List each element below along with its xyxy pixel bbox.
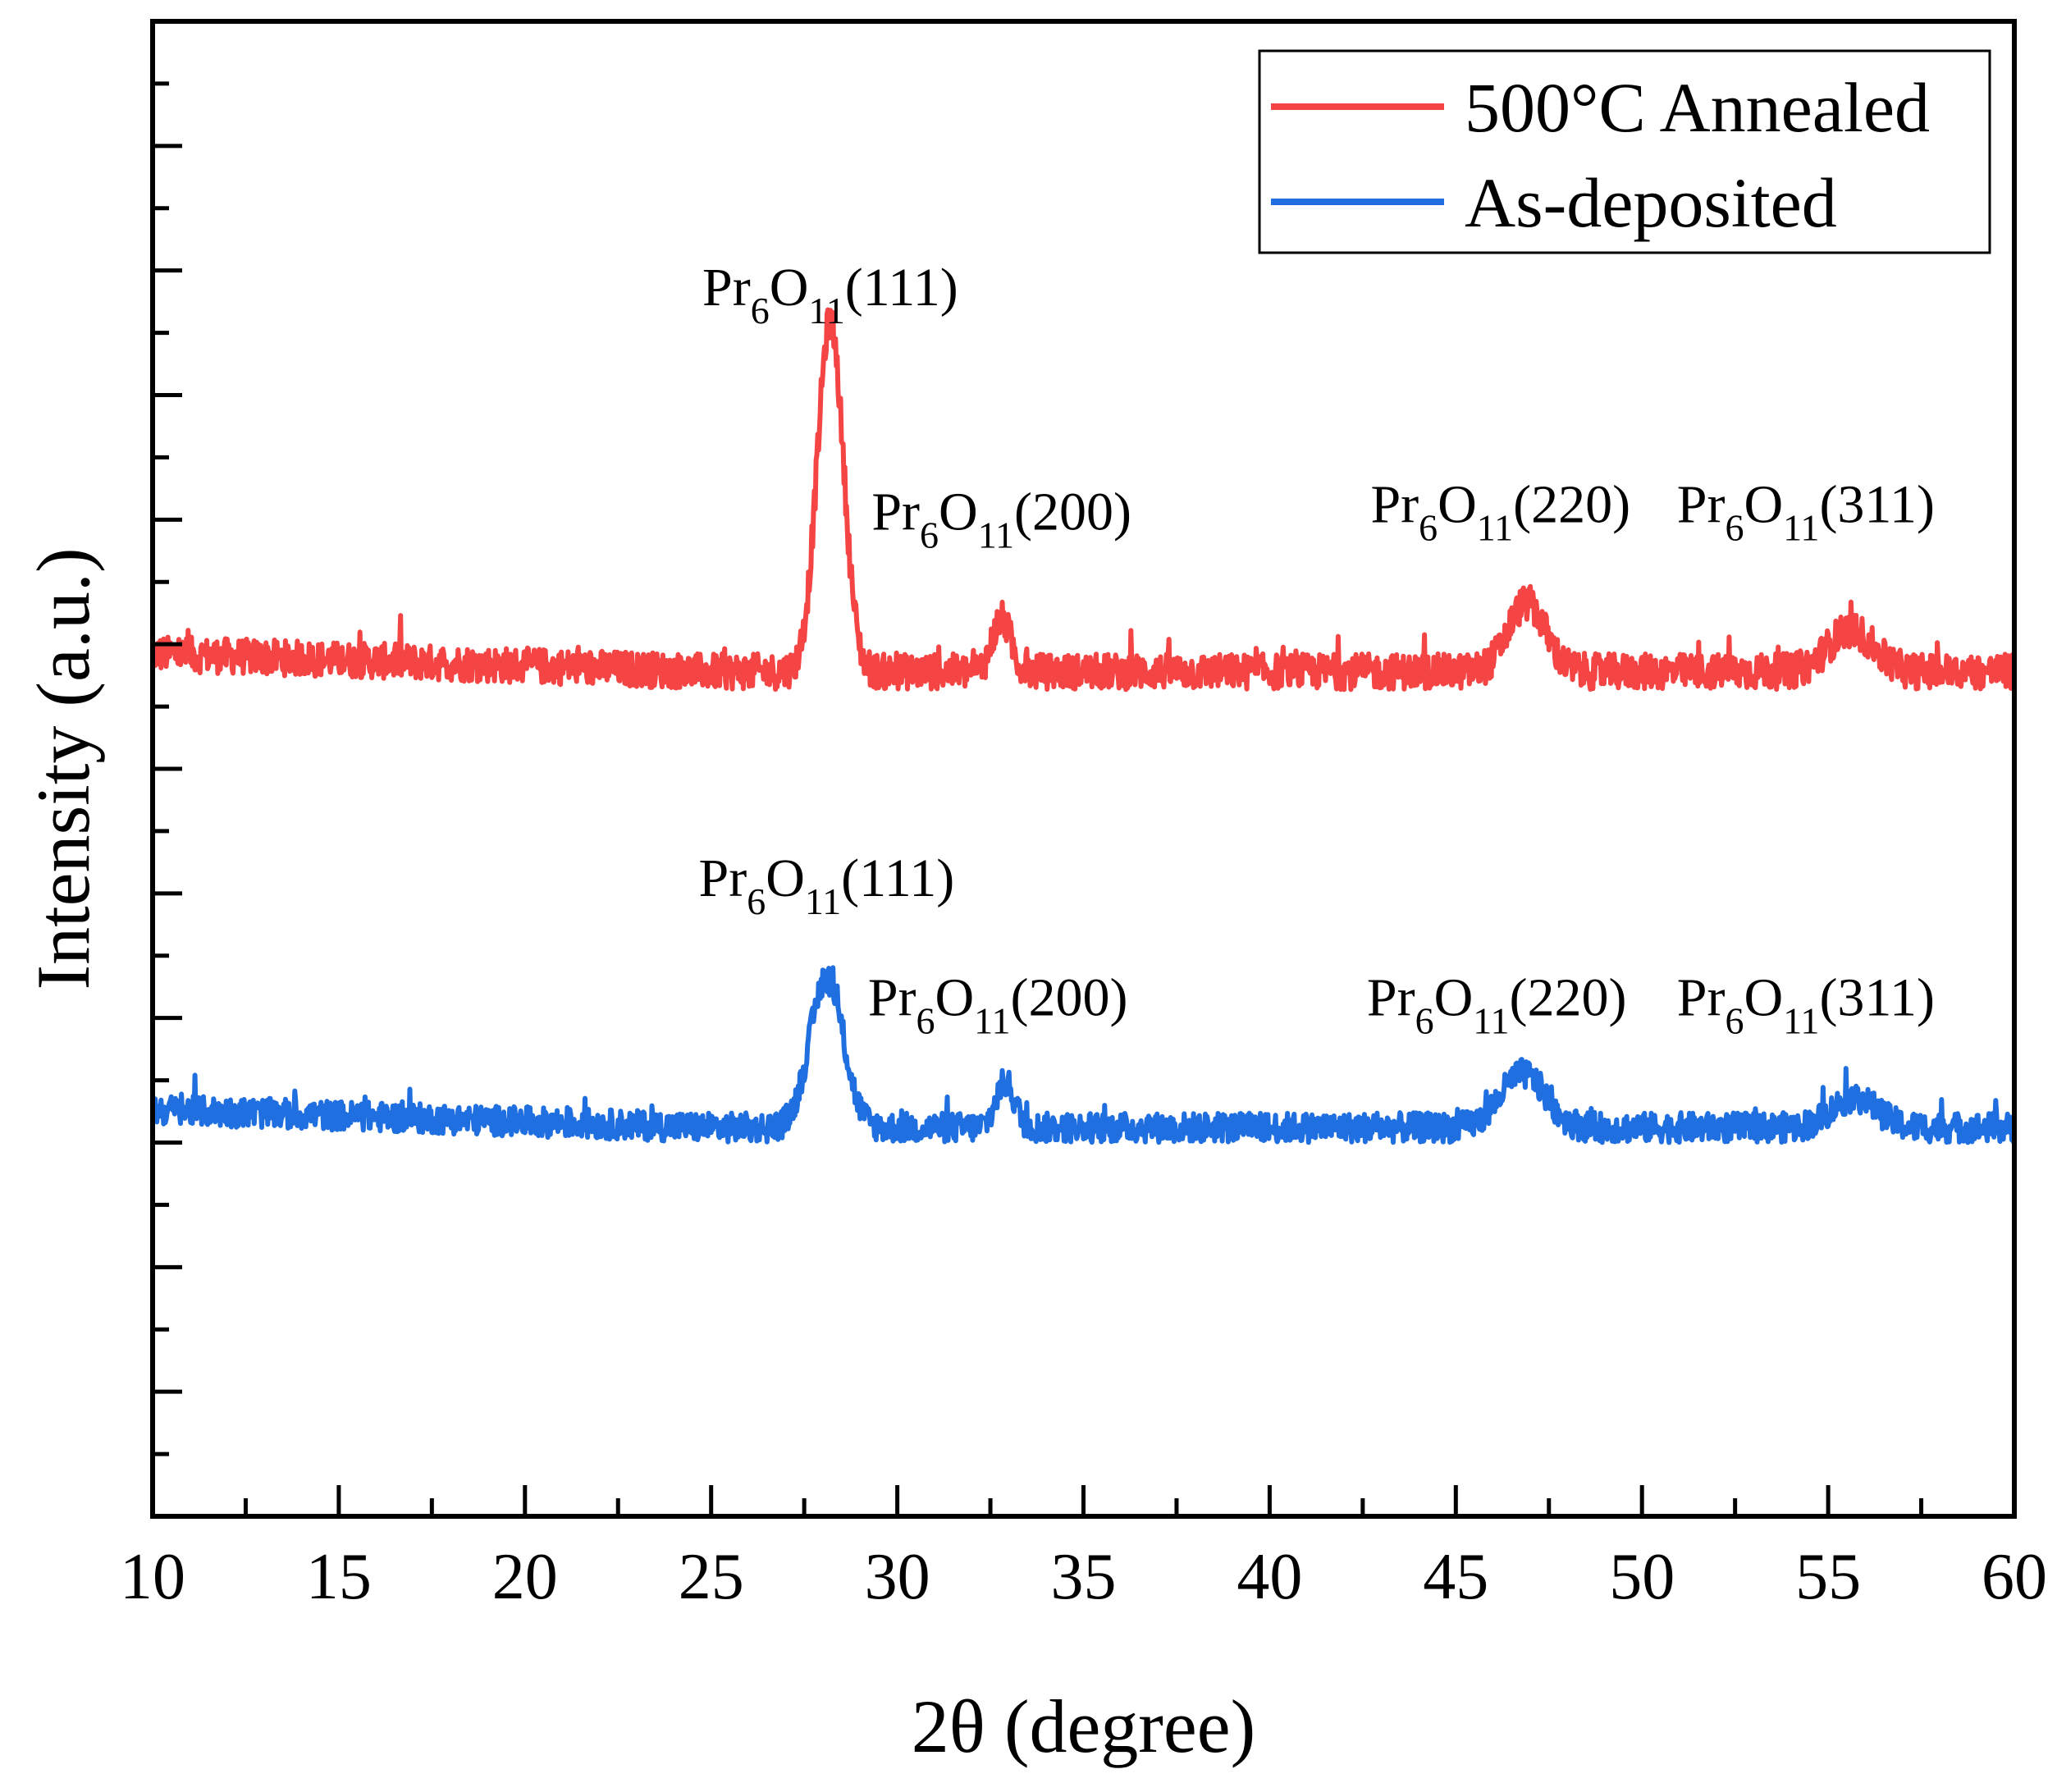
peak-label: Pr6O11(200) <box>871 482 1131 555</box>
traces <box>150 307 2017 1145</box>
peak-label: Pr6O11(311) <box>1677 968 1935 1042</box>
x-tick-label: 15 <box>306 1541 372 1613</box>
peak-label: Pr6O11(200) <box>868 968 1128 1042</box>
x-tick-label: 25 <box>679 1541 744 1613</box>
x-tick-label: 55 <box>1795 1541 1861 1613</box>
peak-label: Pr6O11(220) <box>1370 474 1630 548</box>
x-tick-label: 40 <box>1236 1541 1302 1613</box>
peak-label: Pr6O11(111) <box>699 848 955 922</box>
x-tick-label: 10 <box>120 1541 185 1613</box>
x-tick-label: 30 <box>865 1541 930 1613</box>
peak-annotations: Pr6O11(111) Pr6O11(200) Pr6O11(220) Pr6O11(… <box>699 258 1935 1041</box>
y-axis-title: Intensity (a.u.) <box>21 547 105 990</box>
x-tick-label: 20 <box>492 1541 558 1613</box>
x-tick-label: 50 <box>1609 1541 1675 1613</box>
series-line-1 <box>150 965 2017 1145</box>
x-axis-title: 2θ (degree) <box>912 1685 1255 1768</box>
peak-label: Pr6O11(311) <box>1677 474 1935 548</box>
legend-label-as-deposited: As-deposited <box>1465 163 1837 242</box>
peak-label: Pr6O11(111) <box>702 258 958 331</box>
series-line-0 <box>150 307 2017 693</box>
peak-label: Pr6O11(220) <box>1367 968 1627 1042</box>
legend-label-annealed: 500°C Annealed <box>1465 68 1930 147</box>
legend: 500°C Annealed As-deposited <box>1258 49 1991 254</box>
x-tick-label: 60 <box>1982 1541 2047 1613</box>
y-axis-ticks <box>153 81 182 1456</box>
x-tick-label: 45 <box>1423 1541 1488 1613</box>
legend-box <box>1258 49 1991 254</box>
x-tick-label: 35 <box>1051 1541 1117 1613</box>
x-axis-ticks: 10 15 20 25 30 35 40 45 50 55 60 <box>120 1485 2047 1613</box>
